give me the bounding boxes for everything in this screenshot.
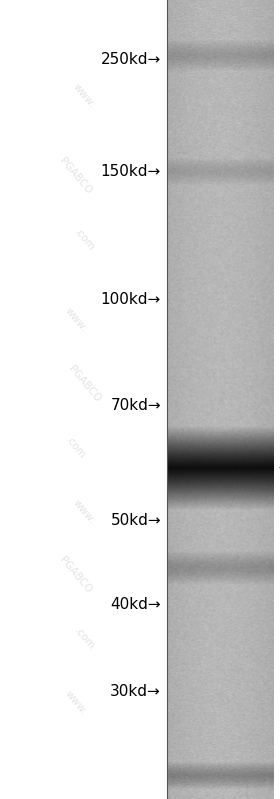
Text: 100kd→: 100kd→ (101, 292, 161, 307)
Text: 150kd→: 150kd→ (101, 165, 161, 179)
Text: .com: .com (72, 227, 96, 252)
Text: 40kd→: 40kd→ (110, 598, 161, 612)
Text: PGABCO: PGABCO (58, 156, 94, 196)
Text: .com: .com (72, 626, 96, 652)
Text: www.: www. (63, 690, 88, 717)
Text: PGABCO: PGABCO (58, 555, 94, 595)
Text: www.: www. (71, 498, 97, 525)
Text: www.: www. (63, 306, 88, 333)
Text: www.: www. (71, 82, 97, 109)
Text: 70kd→: 70kd→ (110, 398, 161, 412)
Text: 30kd→: 30kd→ (110, 684, 161, 698)
Text: PGABCO: PGABCO (66, 364, 102, 403)
Text: .com: .com (64, 435, 88, 460)
Text: 250kd→: 250kd→ (101, 53, 161, 67)
Text: 50kd→: 50kd→ (110, 514, 161, 528)
